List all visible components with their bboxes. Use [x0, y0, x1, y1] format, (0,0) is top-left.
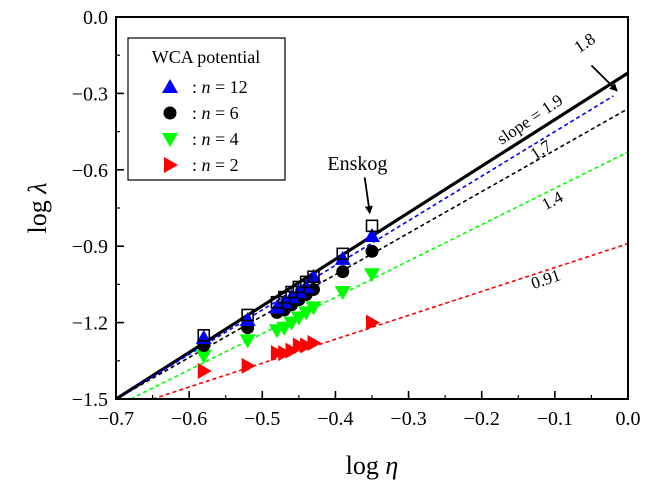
x-tick-label: −0.4	[317, 408, 353, 430]
fit-n4-line	[130, 151, 628, 399]
marker-n2	[307, 334, 322, 351]
legend-marker-n6	[163, 106, 177, 120]
fit-n2-line	[152, 242, 628, 399]
fit-n12-line	[116, 95, 614, 399]
marker-n6	[336, 265, 350, 279]
enskog-arrow	[363, 177, 373, 215]
marker-enskog	[307, 270, 320, 284]
marker-n4	[298, 306, 315, 321]
y-axis-label: log λ	[23, 183, 52, 234]
marker-n2	[366, 314, 380, 331]
annotation-slope-12: 1.8	[571, 29, 599, 57]
marker-n12	[239, 312, 256, 327]
marker-n12	[276, 294, 293, 309]
legend-marker-n4	[162, 133, 178, 147]
marker-n12	[298, 278, 315, 293]
marker-n12	[268, 299, 285, 314]
marker-n4	[283, 316, 300, 331]
marker-n4	[290, 311, 307, 326]
marker-n6	[365, 244, 379, 258]
legend-label-n6: : n = 6	[192, 103, 239, 123]
marker-n12	[283, 289, 300, 304]
x-tick-label: −0.5	[244, 408, 280, 430]
annotation-slope-2: 0.91	[529, 265, 563, 293]
marker-enskog	[336, 247, 350, 261]
x-tick-label: −0.1	[537, 408, 573, 430]
marker-n12	[305, 268, 322, 283]
marker-enskog	[241, 308, 254, 322]
marker-n2	[197, 362, 212, 379]
y-tick-label: −1.2	[72, 313, 108, 335]
marker-n4	[364, 268, 380, 283]
x-tick-label: 0.0	[616, 408, 641, 430]
y-tick-label: −0.6	[72, 160, 108, 182]
marker-n2	[241, 357, 256, 374]
marker-n2	[270, 345, 285, 362]
y-tick-label: 0.0	[83, 7, 108, 29]
marker-n2	[285, 342, 300, 359]
data-markers	[195, 219, 380, 379]
marker-n12	[334, 250, 351, 265]
marker-enskog	[197, 329, 211, 342]
legend-title: WCA potential	[152, 47, 260, 67]
legend-marker-n2	[164, 157, 178, 173]
y-tick-label: −1.5	[72, 389, 108, 411]
x-tick-label: −0.6	[171, 408, 207, 430]
x-tick-label: −0.2	[464, 408, 500, 430]
marker-n4	[276, 321, 293, 336]
legend: WCA potential : n = 12: n = 6: n = 4: n …	[127, 37, 286, 181]
y-axis-label-text: log λ	[23, 183, 52, 234]
legend-marker-n12	[162, 79, 178, 93]
marker-n12	[364, 228, 380, 243]
annotation-slope-6: 1.7	[527, 136, 556, 164]
marker-n4	[334, 286, 351, 301]
marker-n4	[239, 334, 256, 349]
slope-12-arrow	[590, 64, 618, 92]
legend-label-n2: : n = 2	[192, 155, 239, 175]
x-tick-label: −0.3	[390, 408, 426, 430]
y-tick-label: −0.3	[72, 83, 108, 105]
legend-label-n12: : n = 12	[192, 77, 248, 97]
annotation-enskog-label: Enskog	[327, 153, 387, 175]
legend-box	[127, 37, 286, 181]
x-axis-label-text: log η	[346, 451, 399, 480]
annotation-slope-4: 1.4	[538, 187, 566, 214]
x-tick-label: −0.7	[98, 408, 134, 430]
marker-n2	[300, 337, 315, 354]
legend-entries: : n = 12 : n = 6 : n = 4 : n = 2	[162, 77, 248, 175]
axes: −0.7 −0.6 −0.5 −0.4 −0.3 −0.2 −0.1 0.0 −1.5 −1.2 −…	[72, 7, 641, 430]
y-tick-label: −0.9	[72, 236, 108, 258]
marker-n12	[290, 284, 307, 299]
marker-n4	[195, 349, 212, 364]
marker-n4	[305, 301, 322, 316]
marker-n2	[278, 345, 293, 362]
marker-enskog	[365, 219, 379, 233]
marker-n2	[292, 337, 307, 354]
legend-label-n4: : n = 4	[192, 129, 239, 149]
x-axis-label: log η	[346, 451, 399, 480]
